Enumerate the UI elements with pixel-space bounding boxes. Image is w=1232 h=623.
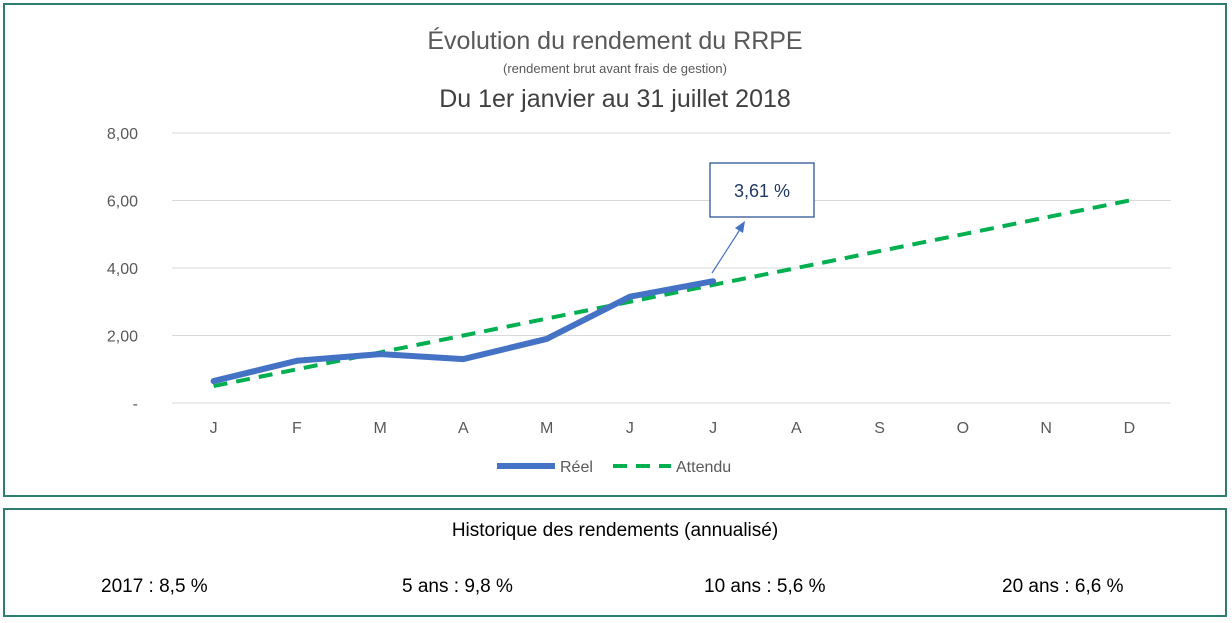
x-tick-label: A (458, 420, 469, 437)
x-tick-label: D (1124, 420, 1136, 437)
x-tick-label: A (791, 420, 802, 437)
x-tick-label: S (874, 420, 885, 437)
legend-label: Attendu (676, 459, 731, 476)
callout-label: 3,61 % (734, 181, 790, 201)
chart-period: Du 1er janvier au 31 juillet 2018 (439, 85, 791, 113)
x-tick-label: J (626, 420, 634, 437)
y-tick-label: 2,00 (107, 329, 138, 346)
series-attendu-line (213, 198, 1130, 389)
history-item-10-ans: 10 ans : 5,6 % (704, 576, 826, 597)
callout-box (709, 162, 815, 218)
line-chart: - 2,00 4,00 6,00 8,00 J F M A M J J A S O N D 3,61 % Ré… (107, 126, 1171, 476)
chart-subtitle: (rendement brut avant frais de gestion) (502, 61, 727, 76)
chart-panel: Évolution du rendement du RRPE (rendemen… (3, 3, 1227, 497)
y-tick-label: - (133, 396, 138, 413)
series-reel-line (210, 278, 717, 385)
history-item-20-ans: 20 ans : 6,6 % (1002, 576, 1124, 597)
x-tick-label: F (292, 420, 302, 437)
legend-label: Réel (560, 459, 593, 476)
y-tick-label: 6,00 (107, 194, 138, 211)
y-tick-label: 4,00 (107, 261, 138, 278)
x-tick-label: M (540, 420, 553, 437)
x-tick-label: N (1040, 420, 1052, 437)
history-item-5-ans: 5 ans : 9,8 % (402, 576, 513, 597)
callout-arrow (711, 227, 742, 274)
x-tick-label: O (957, 420, 969, 437)
x-tick-label: J (709, 420, 717, 437)
history-title: Historique des rendements (annualisé) (451, 520, 779, 541)
x-tick-label: M (373, 420, 386, 437)
callout-arrowhead (735, 221, 745, 233)
history-item-2017: 2017 : 8,5 % (101, 576, 208, 597)
y-tick-label: 8,00 (107, 126, 138, 143)
x-tick-label: J (210, 420, 218, 437)
history-panel: Historique des rendements (annualisé) 20… (3, 508, 1227, 617)
chart-title: Évolution du rendement du RRPE (427, 27, 803, 55)
